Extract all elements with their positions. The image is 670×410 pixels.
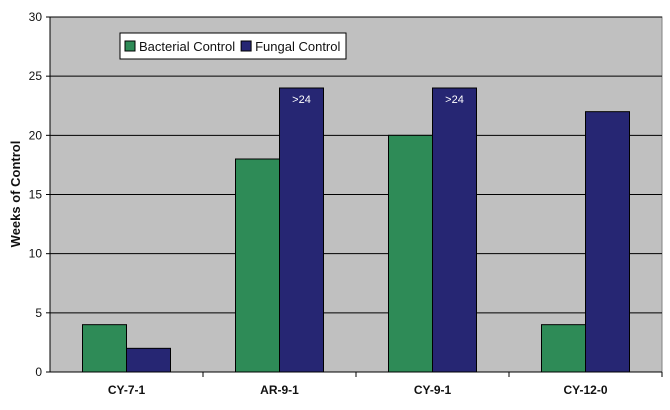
legend-entry: Bacterial Control <box>139 39 235 54</box>
x-tick-labels: CY-7-1 AR-9-1 CY-9-1 CY-12-0 <box>108 383 608 397</box>
bar-bacterial-control-cy-12-0 <box>541 324 586 373</box>
y-tick-label: 5 <box>35 306 42 320</box>
bar-bacterial-control-ar-9-1 <box>235 158 280 373</box>
y-tick-label: 0 <box>35 365 42 379</box>
bar-data-label: >24 <box>292 94 311 106</box>
y-tick-label: 30 <box>29 10 43 24</box>
y-tick-label: 20 <box>29 128 43 142</box>
x-tick-label: AR-9-1 <box>260 383 299 397</box>
legend-swatch <box>240 40 252 52</box>
y-tick-label: 25 <box>29 69 43 83</box>
bar-bacterial-control-cy-7-1 <box>82 324 127 373</box>
legend-swatch <box>124 40 136 52</box>
bar-fungal-control-ar-9-1 <box>279 87 324 373</box>
bar-fungal-control-cy-9-1 <box>432 87 477 373</box>
bar-bacterial-control-cy-9-1 <box>388 134 433 373</box>
bar-fungal-control-cy-12-0 <box>585 111 630 373</box>
x-tick-label: CY-9-1 <box>414 383 452 397</box>
axes <box>46 16 663 377</box>
x-tick-label: CY-7-1 <box>108 383 146 397</box>
legend: Bacterial Control Fungal Control <box>119 32 347 60</box>
gridlines <box>50 16 662 314</box>
y-axis-title: Weeks of Control <box>8 141 23 248</box>
y-tick-label: 10 <box>29 247 43 261</box>
legend-box <box>119 32 347 60</box>
bar-data-label: >24 <box>445 94 464 106</box>
y-tick-labels: 0 5 10 15 20 25 30 <box>29 10 43 379</box>
x-tick-label: CY-12-0 <box>563 383 607 397</box>
bar-fungal-control-cy-7-1 <box>126 347 171 373</box>
legend-entry: Fungal Control <box>255 39 340 54</box>
bars <box>82 87 630 373</box>
bar-labels: >24 >24 <box>292 94 464 106</box>
y-tick-label: 15 <box>29 188 43 202</box>
